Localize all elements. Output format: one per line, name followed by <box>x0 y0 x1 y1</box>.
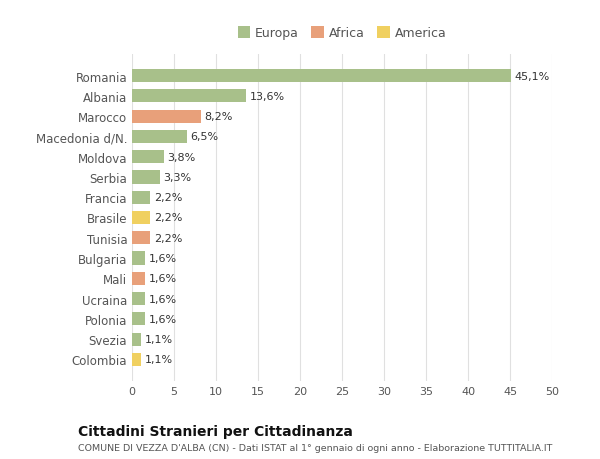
Bar <box>132 212 151 224</box>
Bar <box>132 90 246 103</box>
Text: 2,2%: 2,2% <box>154 233 182 243</box>
Text: 6,5%: 6,5% <box>190 132 218 142</box>
Text: 1,1%: 1,1% <box>145 334 173 344</box>
Bar <box>132 232 151 245</box>
Bar <box>132 333 141 346</box>
Text: 1,6%: 1,6% <box>149 253 177 263</box>
Text: 1,6%: 1,6% <box>149 314 177 324</box>
Text: 2,2%: 2,2% <box>154 213 182 223</box>
Text: 1,6%: 1,6% <box>149 294 177 304</box>
Bar <box>132 191 151 204</box>
Bar <box>132 272 145 285</box>
Bar <box>132 130 187 144</box>
Text: 45,1%: 45,1% <box>514 72 550 81</box>
Text: COMUNE DI VEZZA D'ALBA (CN) - Dati ISTAT al 1° gennaio di ogni anno - Elaborazio: COMUNE DI VEZZA D'ALBA (CN) - Dati ISTAT… <box>78 443 553 452</box>
Bar <box>132 313 145 326</box>
Text: 1,1%: 1,1% <box>145 355 173 364</box>
Bar <box>132 110 201 123</box>
Text: 3,3%: 3,3% <box>163 173 191 183</box>
Text: Cittadini Stranieri per Cittadinanza: Cittadini Stranieri per Cittadinanza <box>78 425 353 438</box>
Bar <box>132 353 141 366</box>
Text: 3,8%: 3,8% <box>167 152 196 162</box>
Bar <box>132 70 511 83</box>
Text: 2,2%: 2,2% <box>154 193 182 203</box>
Bar <box>132 171 160 184</box>
Bar <box>132 252 145 265</box>
Text: 8,2%: 8,2% <box>204 112 233 122</box>
Text: 13,6%: 13,6% <box>250 92 285 102</box>
Legend: Europa, Africa, America: Europa, Africa, America <box>233 22 452 45</box>
Bar <box>132 292 145 306</box>
Text: 1,6%: 1,6% <box>149 274 177 284</box>
Bar <box>132 151 164 164</box>
